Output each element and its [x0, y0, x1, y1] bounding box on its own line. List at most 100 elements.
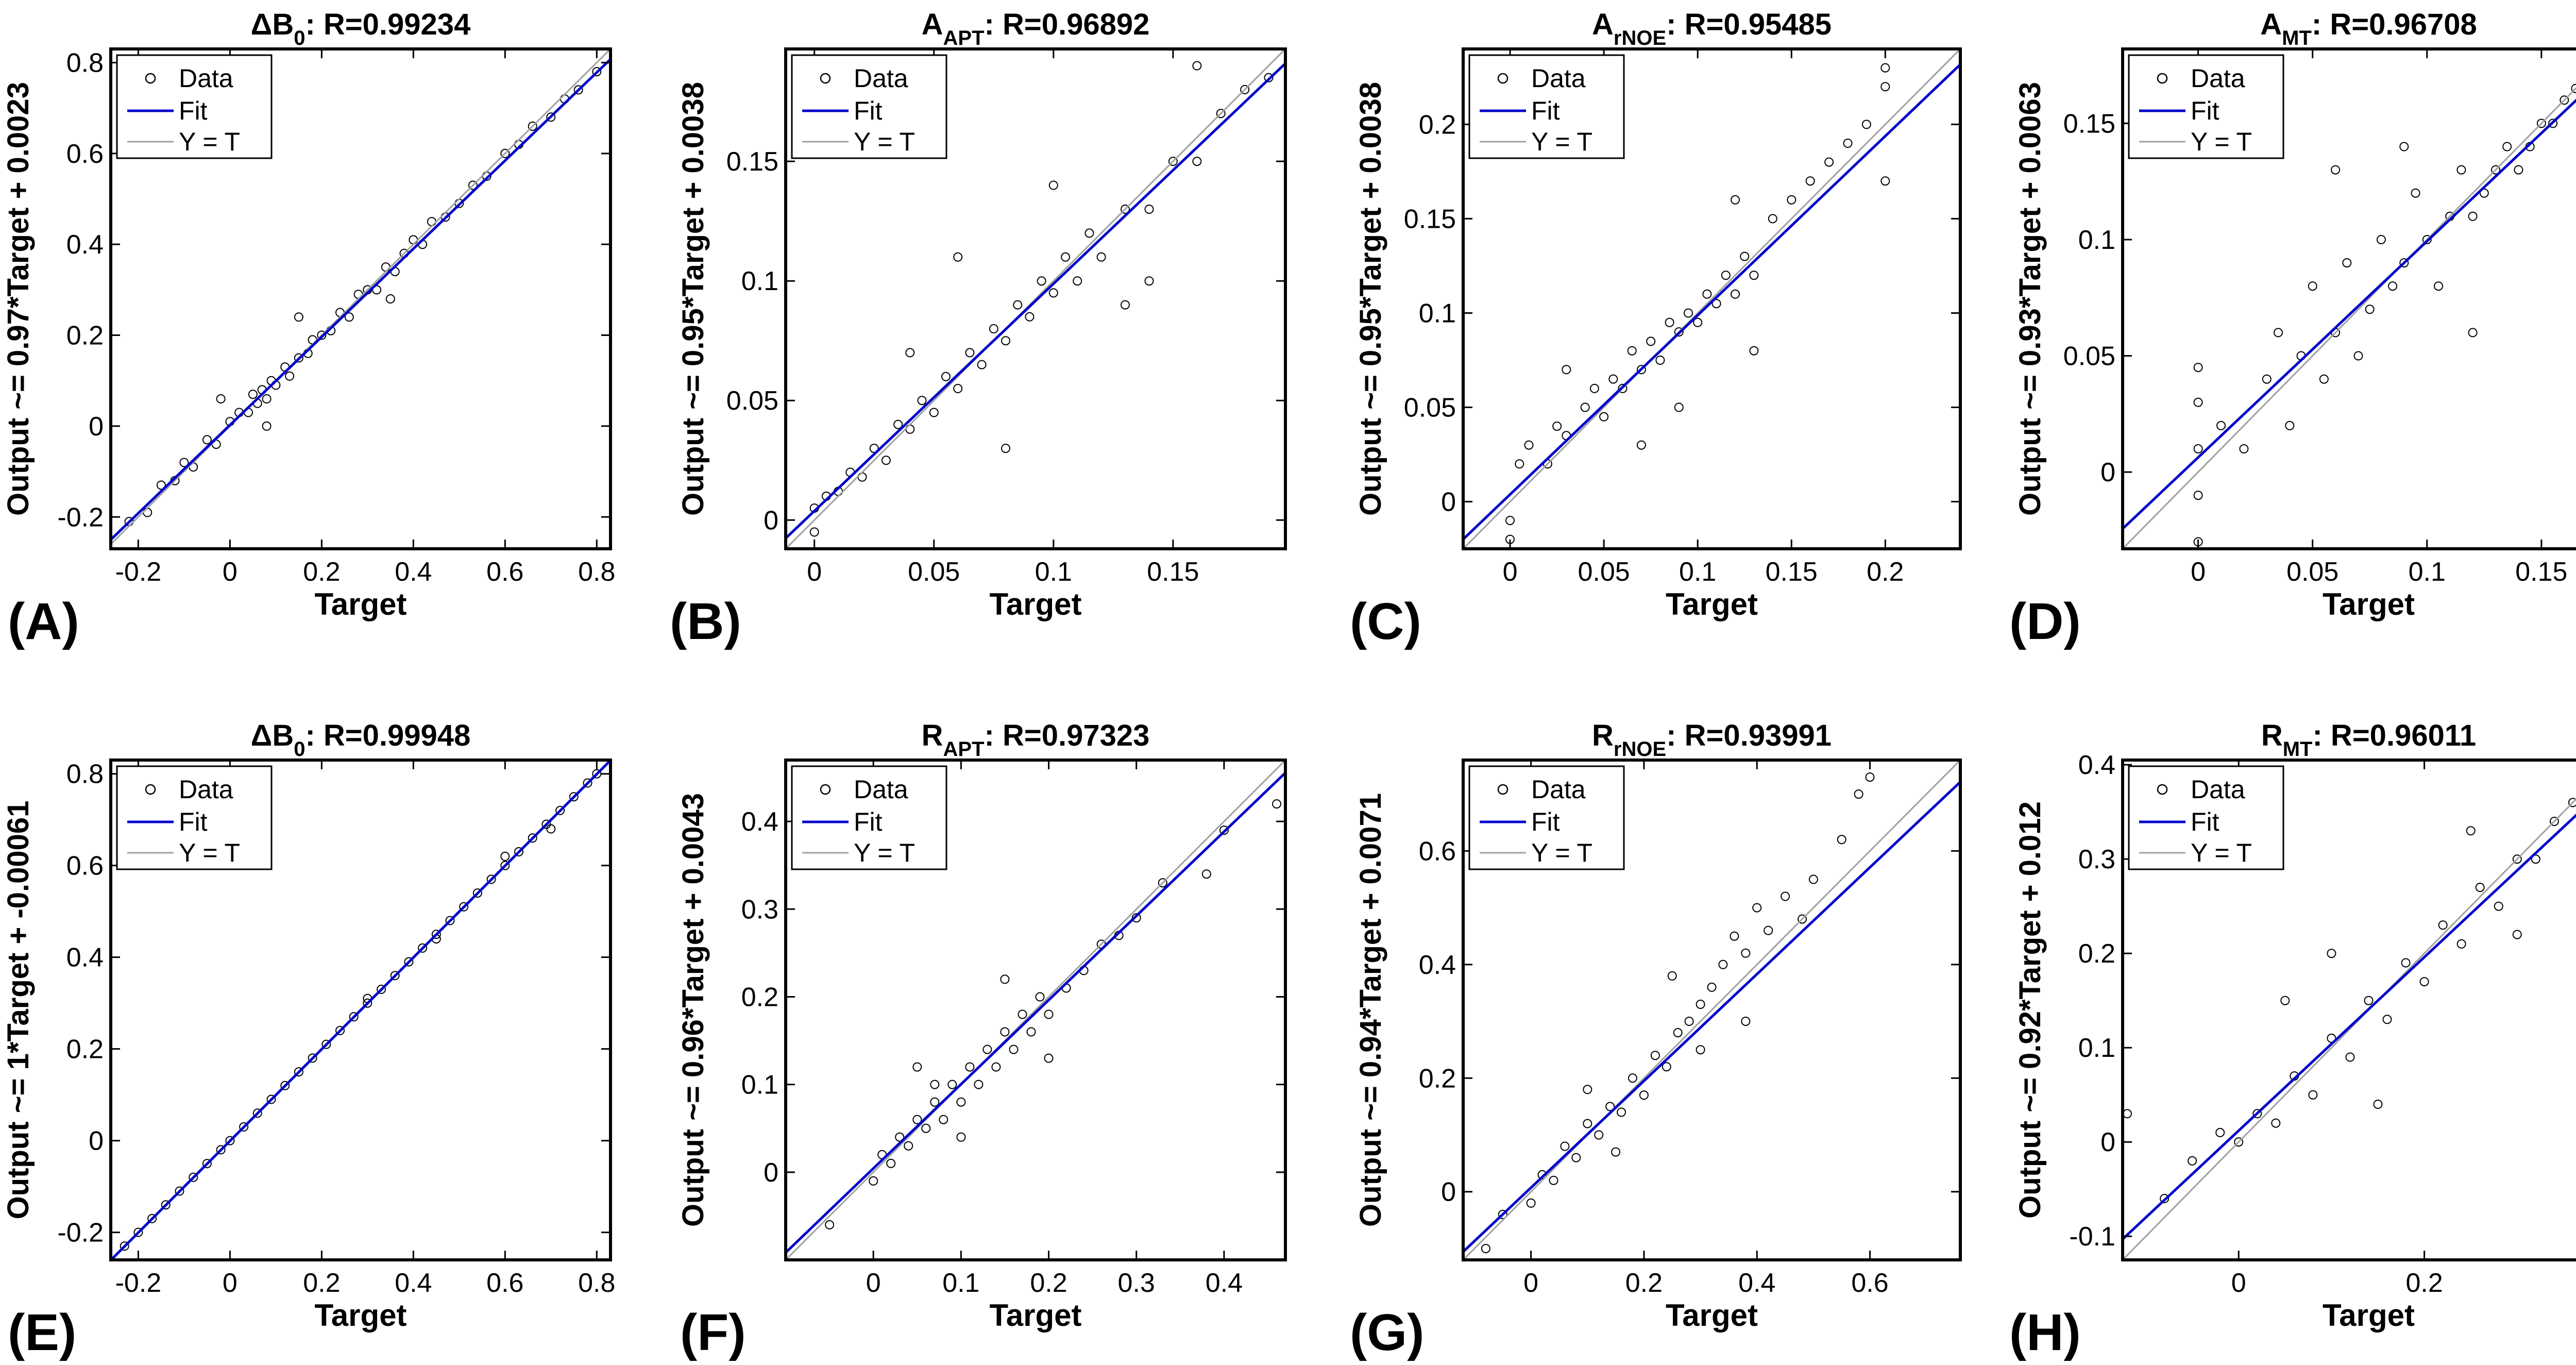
x-axis-label: Target [315, 1298, 407, 1333]
data-point [1605, 1102, 1615, 1111]
scatter-panel-3: ArNOE: R=0.95485 0 0.05 0.1 0.15 0.2 0 0.05 0.1 0… [1350, 8, 1962, 650]
axes-box [109, 47, 612, 550]
data-point [2308, 1090, 2318, 1100]
legend-label-data: Data [2191, 775, 2245, 804]
data-point [2419, 977, 2429, 987]
data-point [2160, 1194, 2170, 1203]
y-tick-label: 0.2 [66, 321, 104, 351]
fit-line [1463, 781, 1960, 1253]
data-point [2401, 958, 2411, 968]
data-point [2373, 1100, 2383, 1109]
data-point [2193, 491, 2203, 500]
x-tick-label: 0 [807, 557, 822, 587]
y-tick-label: 0.8 [66, 48, 104, 78]
legend-label-data: Data [1531, 64, 1586, 93]
identity-line [1463, 760, 1960, 1260]
scatter-panel-5: ΔB0: R=0.99948 -0.2 0 0.2 0.4 0.6 0.8 -0.2 0 0.2 0… [2, 719, 615, 1361]
data-point [1144, 276, 1154, 286]
data-point [939, 1115, 948, 1124]
data-point [555, 805, 565, 815]
fit-line [111, 760, 611, 1260]
chart-title: AAPT: R=0.96892 [922, 8, 1150, 49]
data-point [2438, 920, 2448, 930]
data-point [1730, 931, 1739, 941]
data-point [294, 1067, 303, 1077]
data-point [921, 1123, 931, 1133]
data-point [1048, 288, 1058, 298]
plot-area [111, 49, 611, 545]
data-point [1216, 109, 1226, 119]
y-tick-label: 0.2 [1419, 1064, 1456, 1093]
data-point [1693, 317, 1703, 327]
data-point [363, 998, 372, 1008]
data-point [583, 778, 592, 788]
data-point [2319, 374, 2329, 384]
data-point [930, 1080, 940, 1089]
panel-label: (H) [2009, 1304, 2081, 1361]
data-point [982, 1044, 992, 1054]
data-point [1639, 1090, 1649, 1100]
x-axis-label: Target [1666, 1298, 1758, 1333]
data-point [1594, 1130, 1604, 1140]
data-point [2456, 165, 2466, 175]
data-point [390, 971, 400, 981]
y-tick-label: 0.4 [1419, 950, 1456, 980]
data-point [285, 371, 295, 381]
y-tick-label: 0 [1441, 487, 1456, 517]
legend-label-identity: Y = T [2191, 838, 2252, 867]
data-point [1000, 974, 1010, 984]
data-point [1752, 903, 1762, 913]
data-point [1583, 1119, 1592, 1128]
data-point [2274, 328, 2283, 338]
data-point [179, 458, 189, 467]
data-point [1741, 948, 1751, 958]
data-point [1711, 299, 1721, 309]
legend-data-marker [820, 73, 831, 84]
data-point [1824, 157, 1834, 167]
data-point [2342, 258, 2352, 268]
plot-area [2123, 798, 2576, 1260]
data-point [1018, 1009, 1027, 1019]
legend-label-identity: Y = T [854, 127, 915, 156]
data-point [930, 1097, 940, 1107]
data-point [1583, 1085, 1592, 1094]
data-point [1035, 992, 1045, 1002]
y-axis-label: Output ~= 0.97*Target + 0.0023 [2, 82, 35, 516]
data-point [2345, 1052, 2355, 1062]
x-tick-label: 0.2 [1867, 557, 1904, 587]
axes-box [2121, 47, 2576, 550]
x-tick-label: 0.6 [1851, 1268, 1888, 1298]
x-axis-label: Target [990, 587, 1082, 621]
axes-box [2121, 759, 2576, 1261]
data-point [1560, 1141, 1570, 1151]
legend-label-fit: Fit [179, 807, 208, 836]
y-tick-label: -0.2 [57, 1218, 104, 1248]
data-point [2399, 142, 2409, 151]
y-tick-label: 0.4 [66, 230, 104, 260]
panel-label: (B) [670, 593, 741, 650]
data-point [1749, 346, 1759, 356]
scatter-panel-2: AAPT: R=0.96892 0 0.05 0.1 0.15 0 0.05 0.1 0.15 T… [670, 8, 1287, 650]
data-point [1013, 300, 1023, 310]
data-point [1674, 327, 1684, 337]
data-point [2531, 854, 2540, 864]
y-tick-label: -0.1 [2069, 1222, 2115, 1252]
data-point [956, 1097, 966, 1107]
legend-label-data: Data [179, 775, 233, 804]
data-point [592, 769, 602, 779]
legend-label-data: Data [854, 64, 908, 93]
data-point [239, 1122, 249, 1132]
data-point [1721, 271, 1731, 280]
data-point [1650, 1051, 1660, 1060]
x-tick-label: 0 [223, 557, 238, 587]
data-point [2468, 328, 2478, 338]
data-point [905, 348, 915, 358]
legend-data-marker [1497, 73, 1509, 84]
data-point [1044, 1053, 1054, 1063]
panel-label: (A) [8, 593, 79, 650]
data-point [445, 916, 455, 925]
legend-data-marker [820, 784, 831, 795]
data-point [1707, 982, 1717, 992]
data-point [956, 1132, 966, 1142]
fit-line [786, 771, 1285, 1254]
